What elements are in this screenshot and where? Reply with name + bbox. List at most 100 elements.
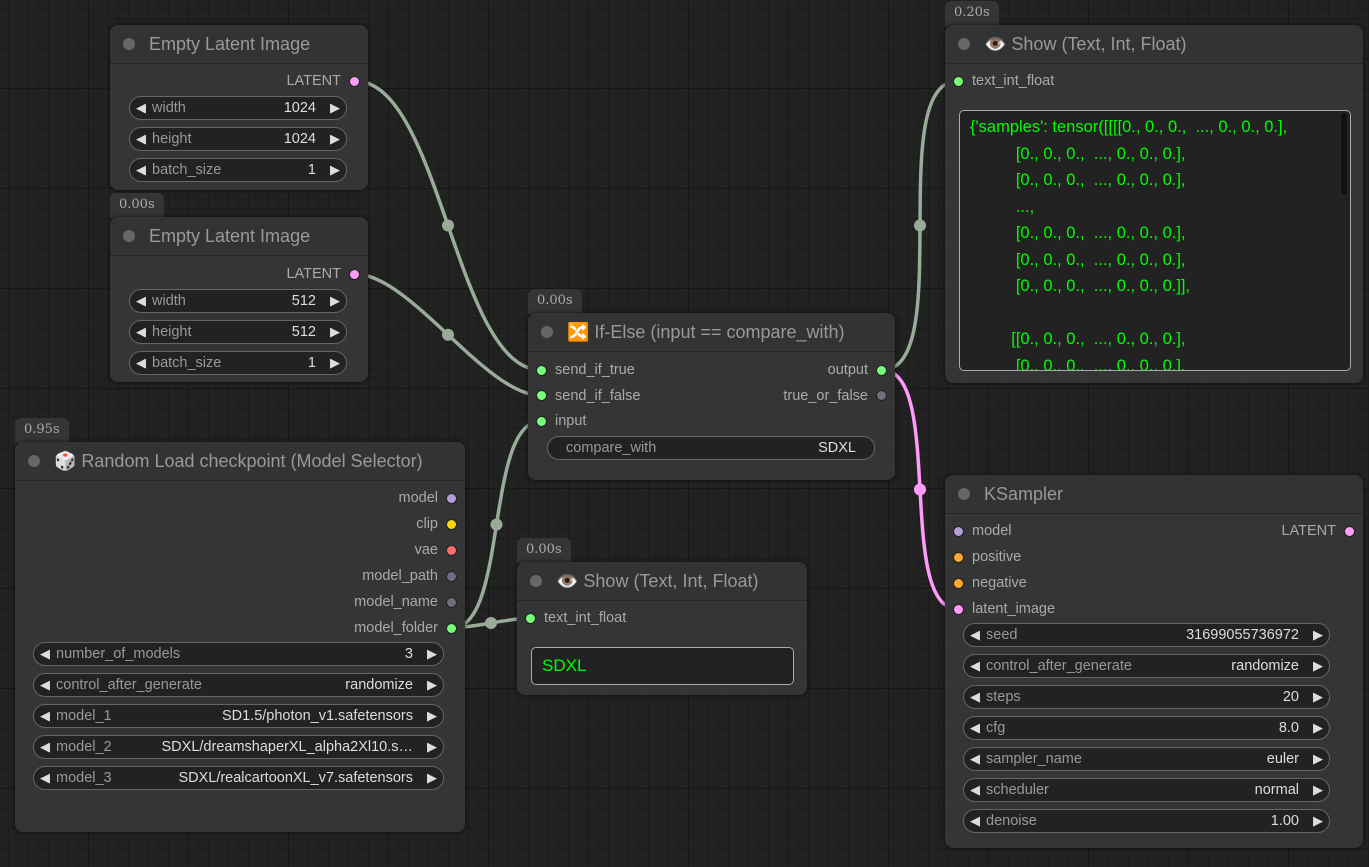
input-slot-latent_image[interactable]: latent_image [953,599,1055,619]
link-center-marker[interactable] [914,483,926,496]
arrow-right-icon[interactable]: ▶ [330,293,340,308]
slot-dot-icon[interactable] [536,415,547,427]
output-slot-LATENT[interactable]: LATENT [286,71,360,91]
node-title-bar[interactable]: 🔀 If-Else (input == compare_with) [528,313,895,352]
arrow-right-icon[interactable]: ▶ [1313,658,1323,673]
output-slot-output[interactable]: output [828,360,887,380]
arrow-right-icon[interactable]: ▶ [1313,782,1323,797]
arrow-left-icon[interactable]: ◀ [970,813,980,828]
slot-dot-icon[interactable] [446,596,457,608]
arrow-left-icon[interactable]: ◀ [136,100,146,115]
link-center-marker[interactable] [490,518,503,531]
node-title-bar[interactable]: 👁️ Show (Text, Int, Float) [945,25,1363,64]
slot-dot-icon[interactable] [446,544,457,556]
arrow-left-icon[interactable]: ◀ [970,720,980,735]
widget-control_after_generate[interactable]: ◀ control_after_generate randomize ▶ [963,654,1330,678]
widget-scheduler[interactable]: ◀ scheduler normal ▶ [963,778,1330,802]
link-center-marker[interactable] [914,219,926,232]
arrow-right-icon[interactable]: ▶ [1313,720,1323,735]
slot-dot-icon[interactable] [953,603,964,615]
output-slot-clip[interactable]: clip [416,514,457,534]
collapse-dot-icon[interactable] [958,488,970,500]
arrow-left-icon[interactable]: ◀ [136,355,146,370]
widget-batch_size[interactable]: ◀ batch_size 1 ▶ [129,158,347,182]
arrow-left-icon[interactable]: ◀ [136,324,146,339]
arrow-left-icon[interactable]: ◀ [970,658,980,673]
text-display[interactable]: {'samples': tensor([[[[0., 0., 0., ..., … [959,110,1351,371]
output-slot-vae[interactable]: vae [415,540,457,560]
output-slot-model_folder[interactable]: model_folder [354,618,457,638]
slot-dot-icon[interactable] [536,364,547,376]
arrow-right-icon[interactable]: ▶ [1313,627,1323,642]
slot-dot-icon[interactable] [525,612,536,624]
arrow-right-icon[interactable]: ▶ [1313,751,1323,766]
input-slot-send_if_false[interactable]: send_if_false [536,386,640,406]
collapse-dot-icon[interactable] [123,230,135,242]
link-center-marker[interactable] [442,328,454,341]
arrow-right-icon[interactable]: ▶ [1313,689,1323,704]
arrow-left-icon[interactable]: ◀ [970,689,980,704]
scrollbar[interactable] [1341,113,1347,195]
input-slot-text_int_float[interactable]: text_int_float [953,71,1054,91]
collapse-dot-icon[interactable] [530,575,542,587]
node-title-bar[interactable]: KSampler [945,475,1363,514]
arrow-left-icon[interactable]: ◀ [136,162,146,177]
link-center-marker[interactable] [485,617,497,629]
widget-model_2[interactable]: ◀ model_2 SDXL/dreamshaperXL_alpha2Xl10.s…… [33,735,444,759]
widget-seed[interactable]: ◀ seed 31699055736972 ▶ [963,623,1330,647]
slot-dot-icon[interactable] [953,577,964,589]
arrow-right-icon[interactable]: ▶ [330,100,340,115]
slot-dot-icon[interactable] [1344,525,1355,537]
collapse-dot-icon[interactable] [541,326,553,338]
arrow-left-icon[interactable]: ◀ [970,751,980,766]
slot-dot-icon[interactable] [953,525,964,537]
widget-cfg[interactable]: ◀ cfg 8.0 ▶ [963,716,1330,740]
widget-width[interactable]: ◀ width 512 ▶ [129,289,347,313]
widget-width[interactable]: ◀ width 1024 ▶ [129,96,347,120]
arrow-left-icon[interactable]: ◀ [40,739,50,754]
slot-dot-icon[interactable] [876,364,887,376]
arrow-left-icon[interactable]: ◀ [136,131,146,146]
arrow-right-icon[interactable]: ▶ [1313,813,1323,828]
arrow-left-icon[interactable]: ◀ [970,782,980,797]
widget-height[interactable]: ◀ height 512 ▶ [129,320,347,344]
text-display[interactable]: SDXL [531,647,794,685]
arrow-left-icon[interactable]: ◀ [40,770,50,785]
output-slot-LATENT[interactable]: LATENT [286,264,360,284]
slot-dot-icon[interactable] [953,75,964,87]
widget-sampler_name[interactable]: ◀ sampler_name euler ▶ [963,747,1330,771]
slot-dot-icon[interactable] [349,75,360,87]
widget-height[interactable]: ◀ height 1024 ▶ [129,127,347,151]
arrow-right-icon[interactable]: ▶ [427,770,437,785]
arrow-right-icon[interactable]: ▶ [330,355,340,370]
slot-dot-icon[interactable] [876,390,887,401]
collapse-dot-icon[interactable] [958,38,970,50]
slot-dot-icon[interactable] [446,518,457,530]
input-slot-negative[interactable]: negative [953,573,1027,593]
slot-dot-icon[interactable] [536,390,547,401]
output-slot-model_path[interactable]: model_path [362,566,457,586]
collapse-dot-icon[interactable] [123,38,135,50]
slot-dot-icon[interactable] [446,622,457,634]
link-center-marker[interactable] [442,219,454,232]
output-slot-true_or_false[interactable]: true_or_false [783,386,887,406]
arrow-right-icon[interactable]: ▶ [330,131,340,146]
arrow-left-icon[interactable]: ◀ [136,293,146,308]
input-slot-send_if_true[interactable]: send_if_true [536,360,635,380]
slot-dot-icon[interactable] [446,492,457,504]
input-slot-positive[interactable]: positive [953,547,1021,567]
node-title-bar[interactable]: 👁️ Show (Text, Int, Float) [517,562,807,601]
arrow-right-icon[interactable]: ▶ [427,708,437,723]
arrow-left-icon[interactable]: ◀ [40,677,50,692]
widget-compare_with[interactable]: compare_with SDXL [547,436,875,460]
input-slot-model[interactable]: model [953,521,1012,541]
arrow-left-icon[interactable]: ◀ [970,627,980,642]
input-slot-input[interactable]: input [536,411,586,431]
output-slot-LATENT[interactable]: LATENT [1281,521,1355,541]
widget-model_1[interactable]: ◀ model_1 SD1.5/photon_v1.safetensors ▶ [33,704,444,728]
slot-dot-icon[interactable] [953,551,964,563]
widget-control_after_generate[interactable]: ◀ control_after_generate randomize ▶ [33,673,444,697]
node-title-bar[interactable]: Empty Latent Image [110,217,368,256]
arrow-right-icon[interactable]: ▶ [330,324,340,339]
arrow-right-icon[interactable]: ▶ [330,162,340,177]
